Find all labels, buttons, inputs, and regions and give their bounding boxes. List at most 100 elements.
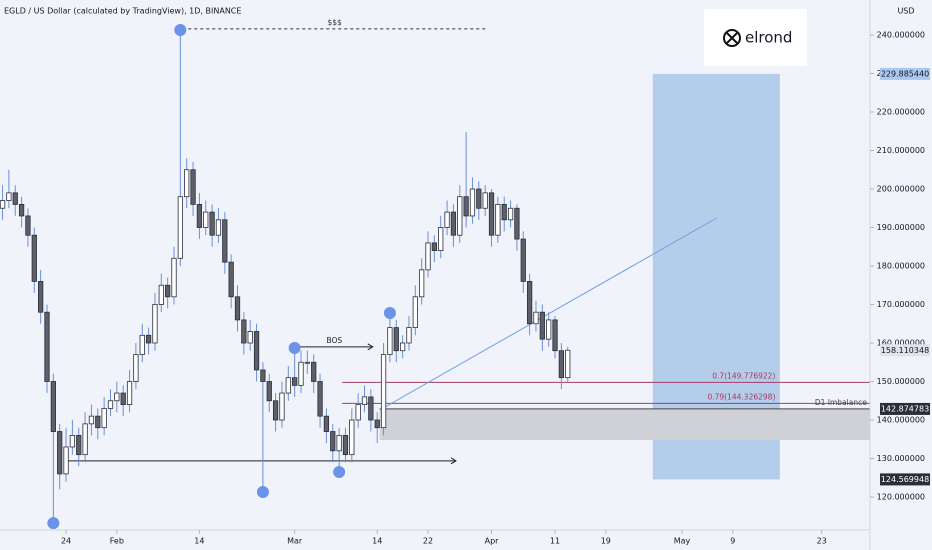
marker [256, 485, 269, 498]
candle-body [482, 192, 488, 209]
candle-body [507, 207, 514, 221]
chart-title: EGLD / US Dollar (calculated by TradingV… [4, 7, 241, 16]
candle-body [228, 261, 234, 298]
annotation-label: $$$ [328, 18, 343, 27]
candle-body [501, 203, 507, 221]
candle-body [463, 196, 469, 217]
y-tick-label: 170.000000 [877, 300, 925, 309]
candle-body [101, 408, 107, 429]
y-tick-label: 150.000000 [877, 377, 925, 386]
x-tick-label: Mar [287, 537, 303, 546]
x-tick-label: 14 [194, 537, 204, 546]
candle-body [330, 431, 336, 452]
candle-body [546, 319, 552, 340]
candle-body [165, 284, 171, 298]
marker [383, 306, 396, 319]
candle-body [450, 211, 457, 236]
candle-body [25, 215, 31, 236]
candle-body [488, 192, 495, 236]
candle-body [323, 415, 330, 432]
candle-body [533, 311, 539, 325]
candle-body [317, 381, 323, 417]
candle-body [63, 446, 69, 475]
price-label: 124.569948 [881, 475, 929, 484]
candle-body [495, 203, 501, 236]
price-label-box [880, 67, 930, 80]
arrow-head [450, 457, 457, 465]
x-tick-label: 9 [730, 537, 735, 546]
price-label: 158.110348 [881, 346, 929, 355]
candle-body [0, 200, 6, 209]
candle-body [247, 331, 253, 344]
candle-body [457, 196, 463, 236]
candle-body [514, 207, 520, 240]
y-tick-label: 120.000000 [877, 493, 925, 502]
candle-body [279, 392, 285, 421]
y-tick-label: 220.000000 [877, 107, 925, 116]
candle-body [552, 319, 558, 352]
candle-body [44, 311, 50, 382]
candle-body [425, 242, 431, 271]
marker [174, 23, 187, 36]
candle-body [171, 257, 177, 298]
x-tick-label: Feb [110, 537, 124, 546]
price-label-box [880, 402, 930, 415]
candle-body [368, 396, 374, 421]
price-label-box [880, 473, 930, 486]
candle-body [234, 296, 241, 321]
candle-body [355, 404, 361, 421]
x-tick-label: 22 [423, 537, 433, 546]
candle-body [114, 392, 120, 402]
candle-body [539, 311, 545, 340]
candle-body [349, 419, 355, 456]
candle-body [444, 211, 450, 228]
y-tick-label: 200.000000 [877, 184, 925, 193]
candle-body [69, 435, 76, 448]
marker [288, 342, 301, 355]
candle-body [431, 242, 437, 252]
candle-body [469, 188, 476, 217]
logo: elrond [704, 9, 807, 66]
candle-body [184, 169, 190, 198]
candle-body [393, 327, 399, 352]
y-tick-label: 160.000000 [877, 339, 925, 348]
candle-body [196, 203, 203, 228]
candle-body [438, 227, 444, 252]
annotation-label: 0.7(149.776922) [712, 371, 775, 380]
candle-body [76, 435, 82, 456]
candle-body [266, 381, 272, 402]
candle-body [222, 219, 228, 263]
candle-body [565, 349, 571, 379]
marker [47, 517, 60, 530]
candle-body [253, 331, 260, 371]
candle-body [95, 415, 101, 429]
candle-body [158, 284, 164, 305]
x-tick-label: Apr [485, 537, 500, 546]
candle-body [241, 319, 247, 344]
candle-body [31, 234, 37, 282]
x-tick-label: May [674, 537, 691, 546]
logo-icon [723, 29, 741, 47]
candle-body [342, 435, 349, 456]
candle-body [272, 400, 279, 421]
candle-body [285, 377, 291, 394]
candle-body [139, 334, 145, 355]
price-label: 142.874783 [881, 404, 929, 413]
plot-area: $$$ BOS 0.7(149.776922) 0.79(144.326298) D1 … [0, 18, 870, 530]
candle-body [50, 381, 56, 432]
candle-body [18, 203, 25, 217]
candle-body [419, 269, 425, 298]
candle-body [406, 327, 412, 344]
candle-body [399, 342, 406, 352]
candle-body [298, 361, 304, 386]
candle-body [387, 327, 393, 355]
y-tick-label: 130.000000 [877, 454, 925, 463]
candle-body [209, 211, 215, 236]
candle-body [145, 334, 152, 344]
marker [333, 465, 346, 478]
candle-body [57, 431, 63, 475]
annotation-label: BOS [327, 336, 343, 345]
y-tick-label: 190.000000 [877, 223, 925, 232]
